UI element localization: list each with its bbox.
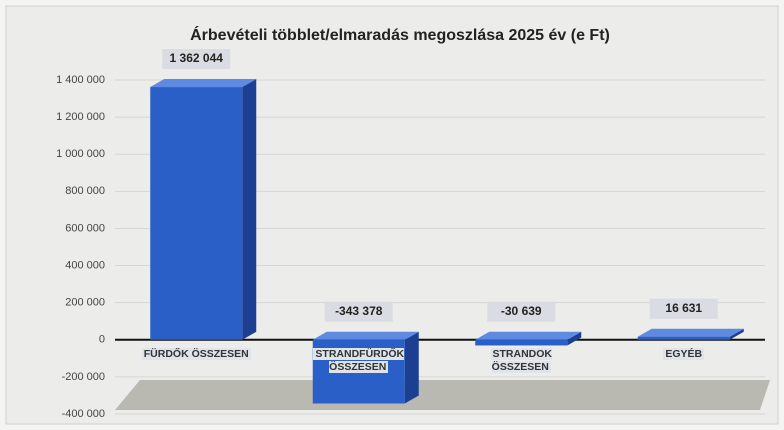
y-tick-label: 1 200 000 — [56, 111, 105, 123]
x-tick-label: EGYÉB — [628, 347, 740, 361]
y-tick-label: 600 000 — [65, 222, 105, 234]
bar-side — [404, 331, 419, 404]
bar — [150, 87, 243, 340]
x-tick-text: STRANDFÜRDŐK ÖSSZESEN — [313, 347, 405, 373]
y-tick-label: -400 000 — [62, 408, 105, 420]
y-tick-label: 1 000 000 — [56, 148, 105, 160]
bar-side — [567, 331, 582, 346]
y-tick-label: 0 — [99, 334, 105, 346]
y-tick-label: -200 000 — [62, 371, 105, 383]
x-tick-text: EGYÉB — [663, 347, 705, 360]
bar — [637, 336, 730, 340]
y-tick-label: 200 000 — [65, 297, 105, 309]
bar-top — [475, 331, 582, 340]
x-tick-label: FÜRDŐK ÖSSZESEN — [140, 347, 252, 361]
floor — [115, 380, 770, 410]
x-tick-label: STRANDFÜRDŐK ÖSSZESEN — [303, 347, 415, 374]
y-tick-label: 1 400 000 — [56, 74, 105, 86]
x-tick-text: FÜRDŐK ÖSSZESEN — [141, 347, 251, 360]
bar-top — [637, 328, 744, 337]
x-tick-label: STRANDOK ÖSSZESEN — [465, 347, 577, 374]
value-label-box — [487, 301, 556, 322]
value-label-box — [324, 301, 393, 322]
chart-title: Árbevételi többlet/elmaradás megoszlása … — [190, 25, 610, 44]
y-tick-label: 400 000 — [65, 259, 105, 271]
value-label-box — [649, 298, 718, 319]
value-label: 1 362 044 — [170, 51, 224, 65]
value-label-box — [162, 49, 231, 70]
bar-top — [150, 79, 257, 88]
value-label: 16 631 — [665, 301, 702, 315]
bar — [475, 339, 568, 346]
value-label: -30 639 — [501, 304, 542, 318]
y-tick-label: 800 000 — [65, 185, 105, 197]
bar-side — [729, 328, 744, 340]
value-label: -343 378 — [335, 304, 383, 318]
x-tick-text: STRANDOK ÖSSZESEN — [490, 347, 552, 373]
bar-side — [242, 79, 257, 340]
bar-top — [312, 331, 419, 340]
